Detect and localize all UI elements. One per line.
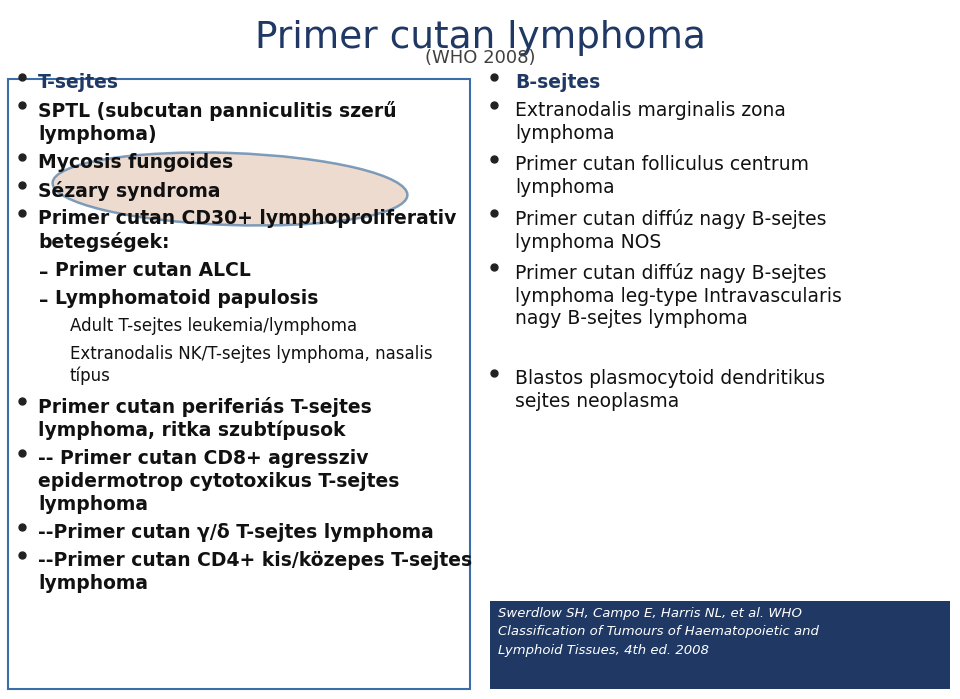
Text: Adult T-sejtes leukemia/lymphoma: Adult T-sejtes leukemia/lymphoma [70, 317, 357, 335]
Text: Primer cutan diffúz nagy B-sejtes
lymphoma NOS: Primer cutan diffúz nagy B-sejtes lympho… [515, 209, 827, 252]
Text: (WHO 2008): (WHO 2008) [424, 49, 536, 67]
Text: T-sejtes: T-sejtes [38, 73, 119, 92]
Text: Extranodalis NK/T-sejtes lymphoma, nasalis
típus: Extranodalis NK/T-sejtes lymphoma, nasal… [70, 345, 433, 385]
Text: Blastos plasmocytoid dendritikus
sejtes neoplasma: Blastos plasmocytoid dendritikus sejtes … [515, 369, 826, 411]
Text: –: – [39, 263, 49, 282]
Text: Primer cutan ALCL: Primer cutan ALCL [55, 261, 251, 280]
FancyBboxPatch shape [490, 601, 950, 689]
Text: Primer cutan lymphoma: Primer cutan lymphoma [254, 20, 706, 56]
Text: Lymphomatoid papulosis: Lymphomatoid papulosis [55, 289, 319, 308]
FancyBboxPatch shape [8, 79, 470, 689]
Text: Primer cutan diffúz nagy B-sejtes
lymphoma leg-type Intravascularis
nagy B-sejte: Primer cutan diffúz nagy B-sejtes lympho… [515, 263, 842, 329]
Text: --Primer cutan CD4+ kis/közepes T-sejtes
lymphoma: --Primer cutan CD4+ kis/közepes T-sejtes… [38, 551, 472, 593]
Text: SPTL (subcutan panniculitis szerű
lymphoma): SPTL (subcutan panniculitis szerű lympho… [38, 101, 396, 144]
Text: -- Primer cutan CD8+ agressziv
epidermotrop cytotoxikus T-sejtes
lymphoma: -- Primer cutan CD8+ agressziv epidermot… [38, 449, 399, 514]
Text: –: – [39, 291, 49, 310]
Text: B-sejtes: B-sejtes [515, 73, 600, 92]
Text: Primer cutan periferiás T-sejtes
lymphoma, ritka szubtípusok: Primer cutan periferiás T-sejtes lymphom… [38, 397, 372, 440]
Text: Mycosis fungoides: Mycosis fungoides [38, 153, 233, 172]
Text: Primer cutan CD30+ lymphoproliferativ
betegségek:: Primer cutan CD30+ lymphoproliferativ be… [38, 209, 456, 252]
Text: Extranodalis marginalis zona
lymphoma: Extranodalis marginalis zona lymphoma [515, 101, 786, 143]
Ellipse shape [53, 152, 407, 226]
Text: Primer cutan folliculus centrum
lymphoma: Primer cutan folliculus centrum lymphoma [515, 155, 809, 196]
Text: Sézary syndroma: Sézary syndroma [38, 181, 221, 201]
Text: --Primer cutan γ/δ T-sejtes lymphoma: --Primer cutan γ/δ T-sejtes lymphoma [38, 523, 434, 542]
Text: Swerdlow SH, Campo E, Harris NL, et al. WHO
Classification of Tumours of Haemato: Swerdlow SH, Campo E, Harris NL, et al. … [498, 607, 819, 657]
